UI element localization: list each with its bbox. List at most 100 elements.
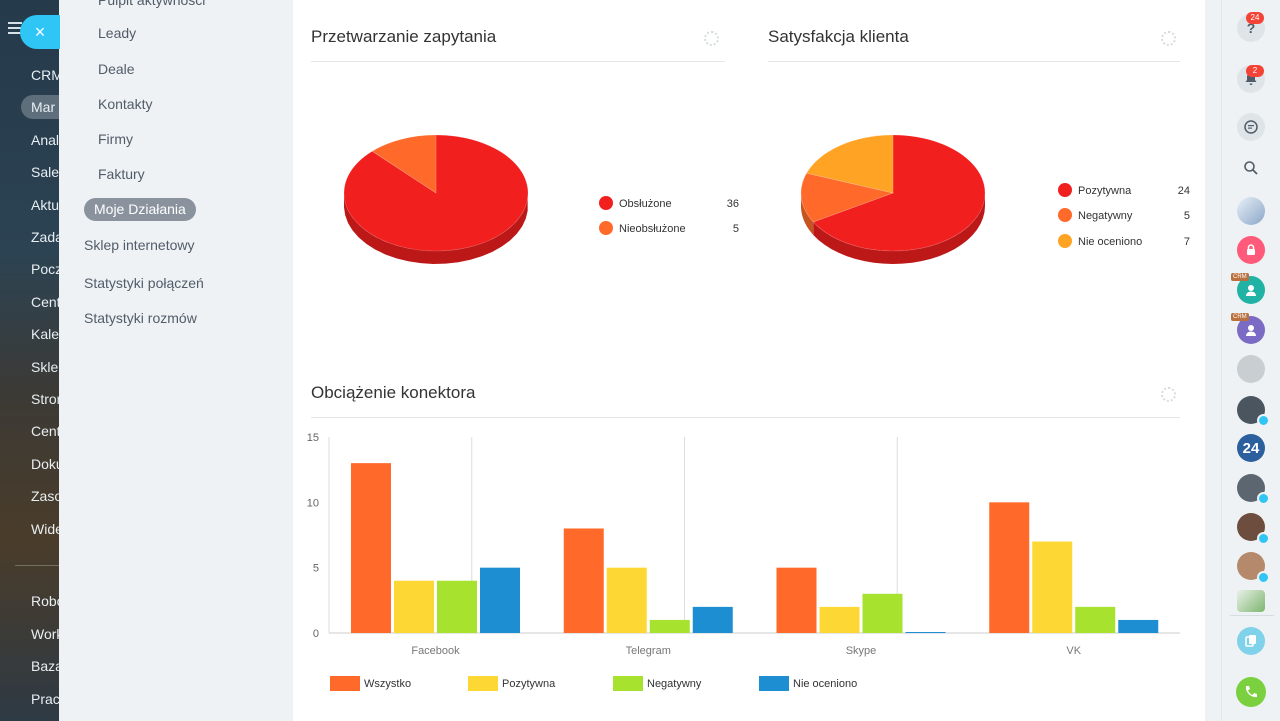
legend-swatch: [759, 676, 789, 691]
online-status-icon: [1257, 571, 1270, 584]
notification-badge: 2: [1246, 65, 1264, 77]
gear-icon[interactable]: [1161, 31, 1176, 46]
user-avatar[interactable]: [1237, 355, 1265, 383]
right-sidebar: ? 24 2 CRM CRM 24: [1221, 0, 1280, 721]
legend-dot: [599, 196, 613, 210]
nav-item[interactable]: Sales: [31, 164, 59, 180]
dashboard-content: Przetwarzanie zapytania Obsłużone 36 Nie…: [293, 0, 1205, 721]
nav-item[interactable]: Cent: [31, 423, 59, 439]
legend-dot: [1058, 234, 1072, 248]
group-avatar[interactable]: [1237, 197, 1265, 225]
nav-item[interactable]: Anal: [31, 132, 59, 148]
submenu-item[interactable]: Firmy: [98, 131, 133, 147]
pie-slice-side: [813, 193, 985, 264]
legend-label: Negatywny: [647, 678, 702, 690]
nav-item[interactable]: Baza: [31, 658, 59, 674]
online-status-icon: [1257, 532, 1270, 545]
submenu-item[interactable]: Faktury: [98, 166, 145, 182]
phone-icon[interactable]: [1236, 677, 1266, 707]
y-tick-label: 10: [307, 497, 319, 509]
crm-submenu: Pulpit aktywności Leady Deale Kontakty F…: [59, 0, 293, 721]
nav-item[interactable]: Kale: [31, 326, 59, 342]
nav-item[interactable]: Doku: [31, 456, 59, 472]
nav-item[interactable]: Pocz: [31, 261, 59, 277]
y-tick-label: 0: [313, 628, 319, 640]
bar[interactable]: [989, 502, 1030, 633]
nav-item[interactable]: Wide: [31, 521, 59, 537]
x-tick-label: Telegram: [626, 645, 671, 657]
bar[interactable]: [692, 606, 733, 633]
legend-value: 24: [1177, 185, 1190, 197]
nav-item[interactable]: Zada: [31, 229, 59, 245]
search-icon[interactable]: [1237, 154, 1265, 182]
legend-swatch: [330, 676, 360, 691]
gear-icon[interactable]: [704, 31, 719, 46]
bar[interactable]: [649, 619, 690, 633]
bar-chart-connector-load: 0 5 10 15 Facebook Telegram Skype VK Wszystko Poz…: [307, 432, 1180, 691]
x-tick-label: Facebook: [411, 645, 460, 657]
submenu-item[interactable]: Sklep internetowy: [84, 237, 195, 253]
legend-dot: [1058, 208, 1072, 222]
legend-dot: [1058, 183, 1072, 197]
hamburger-menu-icon[interactable]: [8, 22, 22, 34]
pie-slice[interactable]: [800, 172, 895, 223]
bar[interactable]: [394, 580, 434, 633]
pie-slice[interactable]: [371, 134, 437, 194]
nav-item[interactable]: Aktu: [31, 197, 59, 213]
legend-label: Wszystko: [364, 678, 411, 690]
submenu-item[interactable]: Statystyki połączeń: [84, 275, 204, 291]
crm-tag: CRM: [1231, 313, 1249, 321]
pie-slice[interactable]: [806, 134, 894, 194]
panel-title: Satysfakcja klienta: [768, 27, 909, 46]
submenu-item[interactable]: Statystyki rozmów: [84, 310, 197, 326]
chat-icon[interactable]: [1237, 113, 1265, 141]
bar[interactable]: [437, 580, 477, 633]
close-menu-button[interactable]: ×: [20, 15, 60, 49]
legend-label: Nie oceniono: [793, 678, 857, 690]
legend-label: Pozytywna: [502, 678, 556, 690]
bar[interactable]: [1075, 606, 1116, 633]
y-tick-label: 15: [307, 432, 319, 444]
bar[interactable]: [819, 606, 860, 633]
bar[interactable]: [1118, 619, 1159, 633]
help-badge: 24: [1246, 12, 1264, 24]
submenu-item-active[interactable]: Moje Działania: [84, 198, 196, 221]
legend-label: Pozytywna: [1078, 185, 1132, 197]
submenu-item[interactable]: Pulpit aktywności: [98, 0, 206, 8]
nav-item-active[interactable]: Mar: [31, 99, 56, 115]
bar[interactable]: [905, 632, 946, 633]
nav-item[interactable]: Stron: [31, 391, 59, 407]
pie-slice[interactable]: [812, 134, 986, 252]
submenu-item[interactable]: Deale: [98, 61, 135, 77]
submenu-item[interactable]: Kontakty: [98, 96, 153, 112]
legend-label: Obsłużone: [619, 198, 672, 210]
legend-value: 5: [732, 223, 739, 235]
legend-swatch: [613, 676, 643, 691]
bar[interactable]: [776, 567, 817, 633]
nav-item[interactable]: Cent: [31, 294, 59, 310]
legend-value: 7: [1183, 236, 1190, 248]
nav-item[interactable]: Robo: [31, 593, 59, 609]
nav-item[interactable]: Sklep: [31, 359, 59, 375]
chart-app-icon[interactable]: [1237, 590, 1265, 612]
right-bar-divider: [1230, 615, 1274, 616]
nav-item[interactable]: CRM: [31, 67, 59, 83]
gear-icon[interactable]: [1161, 387, 1176, 402]
lock-icon[interactable]: [1237, 236, 1265, 264]
nav-item[interactable]: Zaso: [31, 488, 59, 504]
copy-screen-icon[interactable]: [1237, 627, 1265, 655]
bitrix24-app-icon[interactable]: 24: [1237, 434, 1265, 462]
bar[interactable]: [480, 567, 520, 633]
bar[interactable]: [606, 567, 647, 633]
legend-label: Negatywny: [1078, 210, 1133, 222]
bar[interactable]: [563, 528, 604, 633]
pie-chart-satisfaction: [800, 134, 986, 264]
x-tick-label: VK: [1066, 645, 1081, 657]
submenu-item[interactable]: Leady: [98, 25, 137, 41]
nav-item[interactable]: Work: [31, 626, 59, 642]
nav-item[interactable]: Prac: [31, 691, 59, 707]
pie-slice[interactable]: [343, 134, 529, 252]
bar[interactable]: [1032, 541, 1073, 633]
bar[interactable]: [351, 463, 391, 633]
bar[interactable]: [862, 593, 903, 633]
